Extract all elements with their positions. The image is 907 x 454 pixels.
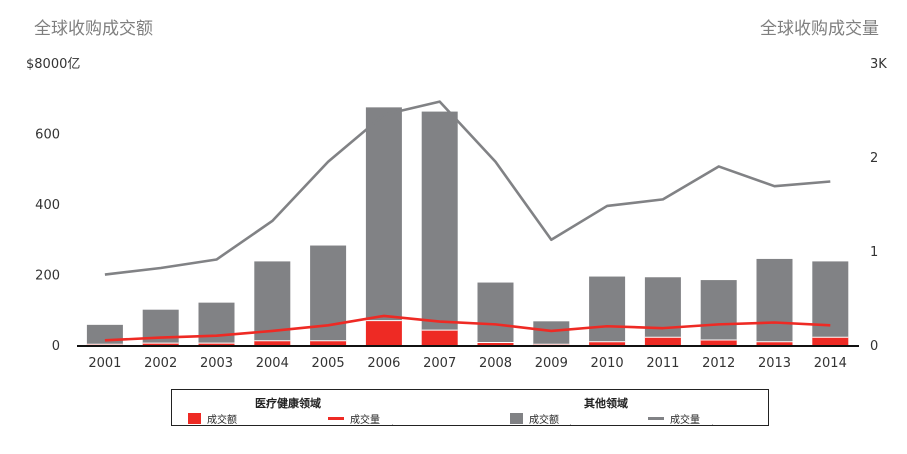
line-other-volume xyxy=(104,100,831,276)
x-tick-label: 2013 xyxy=(758,356,791,371)
legend-item-other-volume: 成交量 xyxy=(648,411,700,426)
right-chart-title: 全球收购成交量 xyxy=(760,19,879,39)
legend-group-healthcare: 医疗健康领域 xyxy=(255,397,321,410)
y-left-tick-label: $8000亿 xyxy=(26,57,80,72)
bar-healthcare-2008 xyxy=(477,342,514,346)
x-tick-label: 2012 xyxy=(702,356,735,371)
x-tick-label: 2011 xyxy=(646,356,679,371)
y-right-tick-label: 2 xyxy=(870,151,878,166)
bar-healthcare-2011 xyxy=(644,337,681,346)
y-right-tick-label: 3K xyxy=(870,57,887,72)
y-left-tick-label: 400 xyxy=(35,198,60,213)
legend-label: 成交额 xyxy=(207,415,237,426)
bar-other-2012 xyxy=(700,280,737,341)
x-tick-label: 2001 xyxy=(88,356,121,371)
legend-label: 成交量 xyxy=(350,415,380,426)
legend-item-other-amount: 成交额 xyxy=(510,411,559,426)
y-left-tick-label: 200 xyxy=(35,269,60,284)
x-tick-label: 2003 xyxy=(200,356,233,371)
bar-healthcare-2002 xyxy=(142,343,179,346)
bar-other-2013 xyxy=(756,258,793,342)
bar-other-2010 xyxy=(589,276,626,342)
legend-swatch-red-bar xyxy=(188,413,201,424)
y-right-tick-label: 1 xyxy=(870,245,878,260)
bar-healthcare-2007 xyxy=(421,330,458,346)
bar-other-2007 xyxy=(421,111,458,331)
bar-healthcare-2006 xyxy=(365,320,402,346)
bar-healthcare-2003 xyxy=(198,343,235,346)
bar-healthcare-2004 xyxy=(254,340,291,346)
y-right-tick-label: 0 xyxy=(870,339,878,354)
left-chart-title: 全球收购成交额 xyxy=(34,19,153,39)
bar-other-2004 xyxy=(254,261,291,341)
legend-swatch-gray-line xyxy=(648,417,664,420)
y-left-tick-label: 0 xyxy=(52,339,60,354)
bar-healthcare-2012 xyxy=(700,340,737,346)
legend: 医疗健康领域 其他领域 成交额 成交量 成交额 成交量 xyxy=(171,389,769,426)
bar-other-2006 xyxy=(365,107,402,321)
legend-divider xyxy=(570,424,571,425)
bar-other-2001 xyxy=(86,324,123,345)
x-tick-label: 2007 xyxy=(423,356,456,371)
legend-divider xyxy=(712,424,713,425)
legend-item-healthcare-volume: 成交量 xyxy=(328,411,380,426)
legend-swatch-red-line xyxy=(328,417,344,420)
legend-divider xyxy=(392,424,393,425)
x-tick-label: 2009 xyxy=(535,356,568,371)
legend-item-healthcare-amount: 成交额 xyxy=(188,411,237,426)
bar-healthcare-2010 xyxy=(589,341,626,346)
legend-swatch-gray-bar xyxy=(510,413,523,424)
line-healthcare-volume xyxy=(104,314,831,342)
x-tick-label: 2014 xyxy=(814,356,847,371)
legend-group-other: 其他领域 xyxy=(584,397,628,410)
x-tick-label: 2005 xyxy=(312,356,345,371)
x-tick-label: 2008 xyxy=(479,356,512,371)
bar-healthcare-2013 xyxy=(756,341,793,346)
x-tick-label: 2010 xyxy=(591,356,624,371)
bar-healthcare-2005 xyxy=(310,340,347,346)
y-left-tick-label: 600 xyxy=(35,128,60,143)
bar-other-2009 xyxy=(533,321,570,345)
x-tick-label: 2004 xyxy=(256,356,289,371)
bar-other-2008 xyxy=(477,282,514,343)
bar-healthcare-2014 xyxy=(812,337,849,346)
legend-label: 成交量 xyxy=(670,415,700,426)
x-tick-label: 2002 xyxy=(144,356,177,371)
x-tick-label: 2006 xyxy=(367,356,400,371)
legend-label: 成交额 xyxy=(529,415,559,426)
